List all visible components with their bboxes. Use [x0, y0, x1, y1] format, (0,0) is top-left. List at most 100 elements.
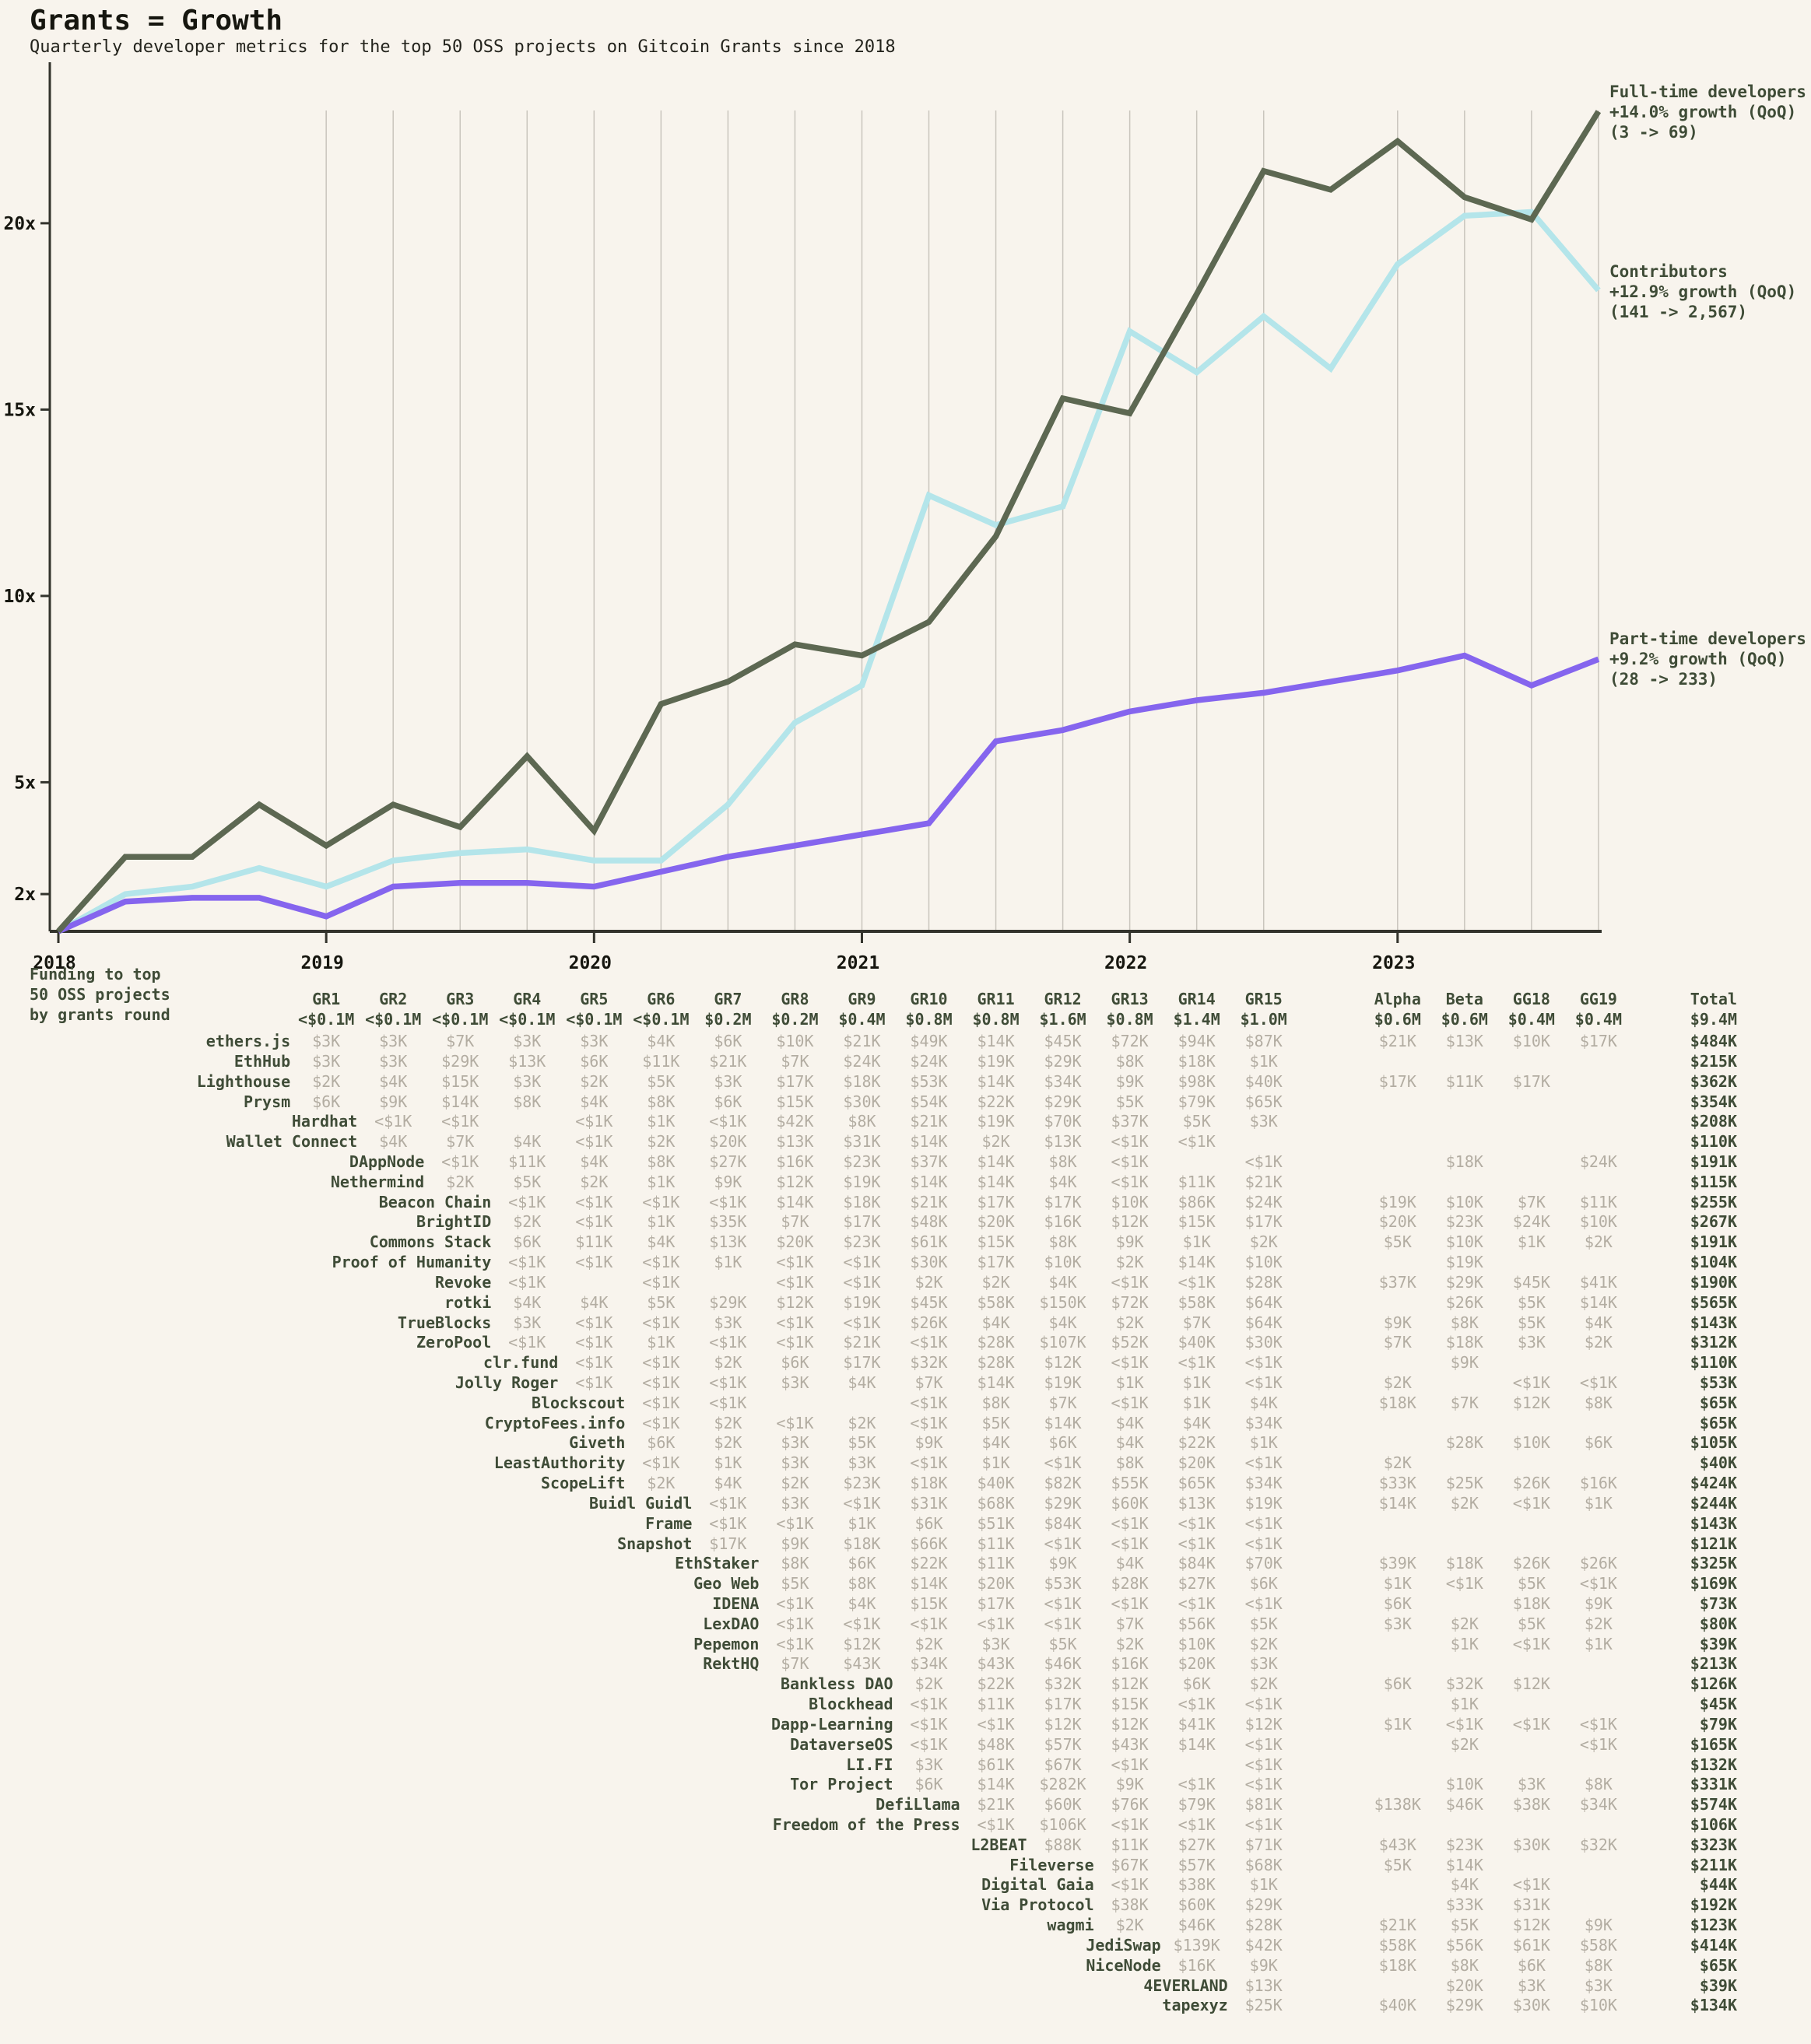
cell-value: $11K [1178, 1172, 1216, 1191]
cell-value: $27K [1178, 1574, 1216, 1593]
cell-value: $11K [977, 1554, 1015, 1573]
row-total: $143K [1690, 1313, 1737, 1332]
cell-value: <$1K [1512, 1634, 1550, 1653]
cell-value: $5K [513, 1172, 542, 1191]
cell-value: $25K [1244, 1996, 1283, 2015]
cell-value: $14K [977, 1373, 1015, 1392]
row-label: TrueBlocks [397, 1313, 492, 1332]
row-label: Wallet Connect [226, 1132, 358, 1152]
cell-value: $3K [781, 1453, 809, 1473]
cell-value: <$1K [441, 1112, 479, 1131]
cell-value: $8K [781, 1554, 809, 1573]
column-header: Beta [1445, 990, 1483, 1008]
cell-value: $5K [1517, 1574, 1546, 1593]
cell-value: $28K [1111, 1574, 1149, 1593]
cell-value: $7K [1115, 1614, 1144, 1633]
cell-value: <$1K [1445, 1714, 1483, 1734]
cell-value: $8K [1115, 1453, 1144, 1473]
cell-value: <$1K [1111, 1534, 1149, 1553]
cell-value: $3K [981, 1634, 1010, 1653]
cell-value: $2K [1584, 1232, 1613, 1252]
cell-value: $37K [910, 1152, 948, 1171]
row-label: ethers.js [205, 1032, 291, 1050]
cell-value: <$1K [977, 1714, 1015, 1734]
cell-value: <$1K [642, 1313, 680, 1332]
cell-value: $31K [910, 1493, 948, 1513]
cell-value: <$1K [1445, 1574, 1483, 1593]
cell-value: $28K [1244, 1916, 1283, 1935]
cell-value: $14K [776, 1192, 814, 1211]
cell-value: $4K [580, 1092, 609, 1111]
cell-value: $37K [1378, 1272, 1416, 1292]
cell-value: $4K [379, 1132, 408, 1152]
x-year-label: 2021 [837, 953, 879, 973]
x-year-label: 2023 [1372, 953, 1415, 973]
cell-value: $12K [843, 1634, 881, 1653]
column-header: GR1 [312, 990, 341, 1008]
cell-value: $5K [1450, 1916, 1479, 1935]
cell-value: $41K [1178, 1714, 1216, 1734]
cell-value: $58K [977, 1292, 1015, 1312]
cell-value: <$1K [1579, 1373, 1617, 1392]
cell-value: $21K [1244, 1172, 1283, 1191]
y-tick-label: 20x [3, 214, 36, 234]
cell-value: <$1K [1244, 1695, 1283, 1714]
cell-value: $8K [1450, 1313, 1479, 1332]
cell-value: <$1K [709, 1112, 747, 1131]
cell-value: $10K [1178, 1634, 1216, 1653]
cell-value: $14K [977, 1775, 1015, 1794]
cell-value: $2K [1450, 1493, 1479, 1513]
row-total: $39K [1699, 1976, 1737, 1995]
cell-value: $82K [1044, 1474, 1082, 1492]
cell-value: $1K [647, 1333, 676, 1352]
cell-value: $14K [910, 1172, 948, 1191]
cell-value: <$1K [843, 1313, 881, 1332]
cell-value: $1K [1249, 1051, 1278, 1071]
cell-value: <$1K [910, 1714, 948, 1734]
cell-value: $22K [1178, 1433, 1216, 1453]
cell-value: $26K [1512, 1474, 1550, 1492]
row-label: wagmi [1047, 1916, 1094, 1935]
cell-value: $40K [1178, 1333, 1216, 1352]
cell-value: $13K [776, 1132, 814, 1152]
cell-value: $14K [977, 1152, 1015, 1171]
cell-value: $8K [981, 1393, 1010, 1412]
column-amount-total: $9.4M [1690, 1010, 1737, 1029]
cell-value: $17K [1512, 1071, 1550, 1091]
cell-value: $1K [714, 1453, 742, 1473]
cell-value: $53K [910, 1071, 948, 1091]
cell-value: $20K [977, 1574, 1015, 1593]
cell-value: $1K [714, 1253, 742, 1271]
cell-value: $6K [714, 1092, 742, 1111]
cell-value: $17K [977, 1253, 1015, 1271]
cell-value: $20K [1378, 1212, 1416, 1232]
column-header-total: Total [1690, 990, 1737, 1008]
cell-value: $4K [513, 1292, 542, 1312]
cell-value: $13K [709, 1232, 747, 1252]
cell-value: $4K [848, 1594, 876, 1613]
cell-value: $81K [1244, 1795, 1283, 1814]
cell-value: $21K [910, 1192, 948, 1211]
row-total: $574K [1690, 1795, 1737, 1814]
cell-value: <$1K [1111, 1152, 1149, 1171]
cell-value: $3K [1584, 1976, 1613, 1995]
cell-value: $11K [642, 1051, 680, 1071]
cell-value: $29K [1244, 1895, 1283, 1915]
cell-value: $1K [1182, 1232, 1211, 1252]
cell-value: $9K [1115, 1232, 1144, 1252]
cell-value: $3K [714, 1313, 742, 1332]
cell-value: $84K [1044, 1513, 1082, 1533]
cell-value: $106K [1039, 1815, 1086, 1834]
cell-value: <$1K [1244, 1373, 1283, 1392]
cell-value: $9K [1048, 1554, 1077, 1573]
cell-value: <$1K [709, 1393, 747, 1412]
cell-value: $16K [1579, 1474, 1617, 1492]
cell-value: $23K [843, 1152, 881, 1171]
cell-value: $19K [1445, 1253, 1483, 1271]
cell-value: $4K [580, 1152, 609, 1171]
cell-value: $2K [1115, 1313, 1144, 1332]
cell-value: $18K [843, 1071, 881, 1091]
cell-value: <$1K [910, 1453, 948, 1473]
row-label: Giveth [569, 1433, 626, 1453]
cell-value: <$1K [709, 1493, 747, 1513]
